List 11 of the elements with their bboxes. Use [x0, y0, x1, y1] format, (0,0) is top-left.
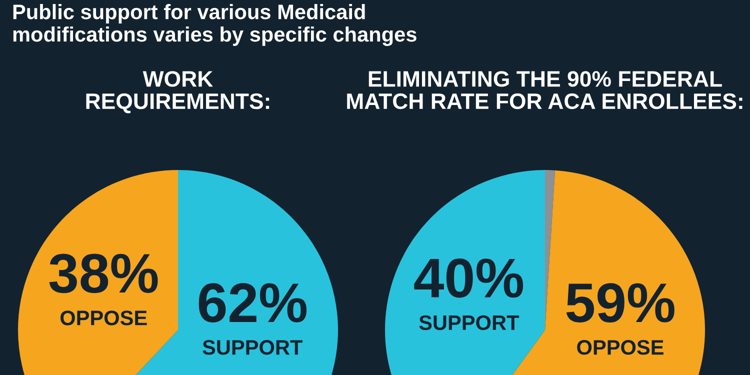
data-label: 62% [198, 283, 307, 323]
data-label: 38% [49, 254, 158, 294]
text: Public support for various Medicaid modifications varies by specific changes [13, 4, 416, 46]
slice-label: SUPPORT [202, 340, 303, 355]
slice-label: SUPPORT [419, 315, 520, 330]
data-label: 59% [566, 283, 674, 323]
chart-title: WORK REQUIREMENTS: [86, 71, 270, 114]
chart-title: ELIMINATING THE 90% FEDERAL MATCH RATE FOR ACA ENROLLEES: [347, 71, 742, 110]
slice-label: OPPOSE [60, 310, 147, 326]
data-label: 40% [414, 258, 524, 298]
slice-label: OPPOSE [577, 340, 664, 355]
